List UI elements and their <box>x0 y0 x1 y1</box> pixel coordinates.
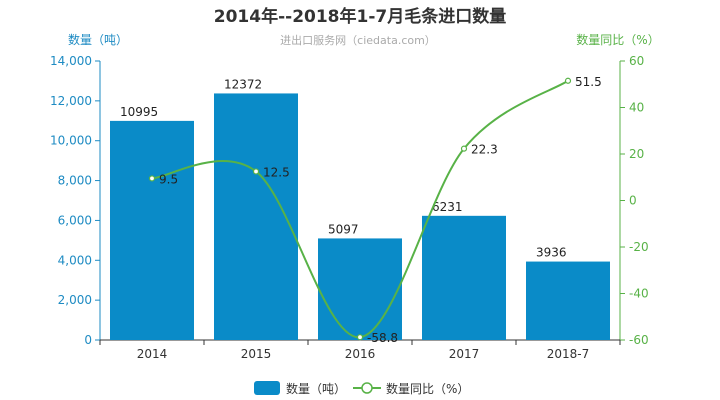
legend-swatch-marker <box>361 382 373 394</box>
line-data-label: 9.5 <box>159 172 178 186</box>
line-data-label: 22.3 <box>471 143 498 157</box>
y-left-tick-label: 14,000 <box>50 54 92 68</box>
line-labels: 9.5 12.5 -58.8 22.3 51.5 <box>159 75 602 345</box>
line-point[interactable] <box>356 334 364 341</box>
y-right-tick-label: 0 <box>629 194 637 208</box>
bar-data-label: 5097 <box>328 222 359 236</box>
y-left-axis-label: 数量（吨） <box>68 32 128 47</box>
x-tick-label: 2014 <box>137 347 168 361</box>
y-right-axis-label: 数量同比（%） <box>576 32 659 47</box>
y-left-tick-label: 4,000 <box>58 253 92 267</box>
line-point[interactable] <box>460 145 468 152</box>
axes: 0 2,000 4,000 6,000 8,000 10,000 12,000 14,000 -… <box>50 54 649 361</box>
bar[interactable] <box>110 120 194 340</box>
y-left-tick-label: 8,000 <box>58 174 92 188</box>
chart-title: 2014年--2018年1-7月毛条进口数量 <box>214 6 506 27</box>
bar-labels: 10995 12372 5097 6231 3936 <box>120 77 567 259</box>
bar-data-label: 12372 <box>224 77 262 91</box>
y-right-tick-label: 40 <box>629 101 644 115</box>
bar[interactable] <box>318 238 402 340</box>
line-point[interactable] <box>564 77 572 84</box>
y-right-tick-label: -20 <box>629 240 649 254</box>
bar[interactable] <box>526 261 610 340</box>
bar-series <box>110 93 610 340</box>
x-tick-label: 2016 <box>345 347 376 361</box>
bar[interactable] <box>422 215 506 340</box>
y-left-tick-label: 10,000 <box>50 134 92 148</box>
bar[interactable] <box>214 93 298 340</box>
line-data-label: -58.8 <box>367 331 398 345</box>
y-left-tick-label: 0 <box>84 333 92 347</box>
y-right-tick-label: -60 <box>629 333 649 347</box>
line-data-label: 12.5 <box>263 165 290 179</box>
y-right-tick-label: 60 <box>629 54 644 68</box>
legend-label-line[interactable]: 数量同比（%） <box>386 381 469 396</box>
x-tick-label: 2017 <box>449 347 480 361</box>
y-right-tick-label: -40 <box>629 287 649 301</box>
y-right-tick-label: 20 <box>629 147 644 161</box>
legend: 数量（吨） 数量同比（%） <box>254 381 469 396</box>
y-left-tick-label: 6,000 <box>58 213 92 227</box>
y-left-tick-label: 2,000 <box>58 293 92 307</box>
x-tick-label: 2018-7 <box>547 347 590 361</box>
x-tick-label: 2015 <box>241 347 272 361</box>
line-series <box>148 77 572 341</box>
bar-data-label: 3936 <box>536 246 567 260</box>
line-point[interactable] <box>148 175 156 182</box>
legend-label-bar[interactable]: 数量（吨） <box>286 381 346 396</box>
legend-swatch-bar <box>254 381 280 395</box>
line-data-label: 51.5 <box>575 75 602 89</box>
bar-data-label: 10995 <box>120 105 158 119</box>
bar-data-label: 6231 <box>432 200 463 214</box>
chart-subtitle: 进出口服务网（ciedata.com） <box>280 33 436 47</box>
line-point[interactable] <box>252 168 260 175</box>
y-left-tick-label: 12,000 <box>50 94 92 108</box>
